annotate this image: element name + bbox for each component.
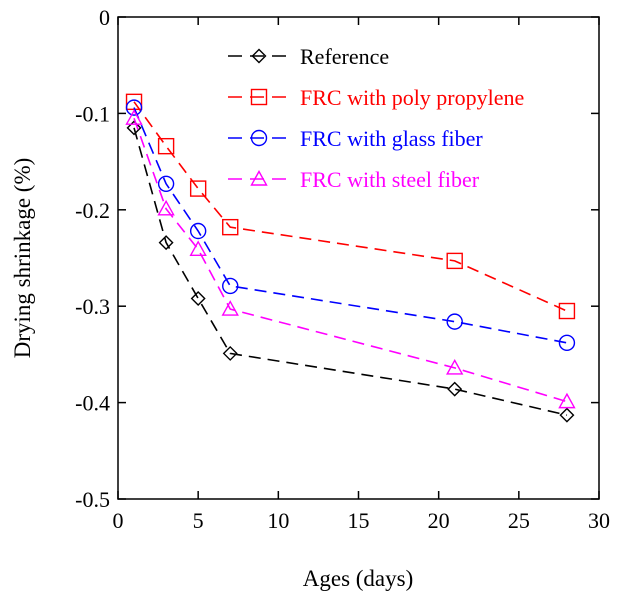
legend-label: FRC with glass fiber xyxy=(300,126,483,151)
y-tick-label: -0.1 xyxy=(75,101,110,126)
x-tick-label: 25 xyxy=(508,508,530,533)
legend-entry: FRC with poly propylene xyxy=(228,85,524,110)
legend-marker xyxy=(250,88,268,106)
data-point xyxy=(446,313,463,330)
series-line xyxy=(133,117,568,403)
legend-marker xyxy=(251,48,267,64)
series-0 xyxy=(126,120,575,423)
data-point xyxy=(158,235,174,251)
data-point xyxy=(190,290,206,306)
data-point xyxy=(189,180,207,197)
y-tick-label: 0 xyxy=(99,5,110,30)
data-point xyxy=(125,109,143,125)
legend-marker xyxy=(250,170,268,186)
y-tick-label: -0.4 xyxy=(75,391,110,416)
x-tick-label: 10 xyxy=(267,508,289,533)
legend-entry: Reference xyxy=(228,44,389,69)
data-point xyxy=(157,175,175,192)
x-tick-label: 0 xyxy=(113,508,124,533)
data-point xyxy=(558,392,576,409)
data-point xyxy=(559,407,575,423)
data-point xyxy=(222,218,239,236)
data-point xyxy=(558,302,576,320)
y-tick-label: -0.2 xyxy=(75,198,110,223)
y-tick-label: -0.3 xyxy=(75,294,110,319)
series-2 xyxy=(125,99,576,352)
series-line xyxy=(133,127,568,416)
data-point xyxy=(189,222,207,240)
data-point xyxy=(157,137,175,155)
data-point xyxy=(558,334,576,352)
data-point xyxy=(446,252,463,270)
series-3 xyxy=(125,109,576,409)
y-tick-label: -0.5 xyxy=(75,487,110,512)
data-point xyxy=(222,345,238,361)
legend: Reference FRC with poly propylene FRC with… xyxy=(228,44,524,192)
x-tick-label: 30 xyxy=(588,508,610,533)
data-point xyxy=(222,277,239,295)
legend-entry: FRC with glass fiber xyxy=(228,126,483,151)
data-point xyxy=(125,99,143,116)
data-point xyxy=(221,300,239,316)
x-axis-title: Ages (days) xyxy=(303,566,414,591)
data-point xyxy=(446,358,464,375)
data-point xyxy=(189,240,207,257)
series-line xyxy=(133,107,568,344)
axis-ticks: 0 5 10 15 20 25 30 0 -0.1 -0.2 -0.3 -0.4 -0.5 xyxy=(75,5,610,533)
x-tick-label: 20 xyxy=(428,508,450,533)
legend-entry: FRC with steel fiber xyxy=(228,167,480,192)
legend-label: Reference xyxy=(300,44,389,69)
series-layer xyxy=(125,93,576,423)
data-point xyxy=(126,120,142,136)
data-point xyxy=(157,199,175,216)
legend-label: FRC with poly propylene xyxy=(300,85,524,110)
x-tick-label: 5 xyxy=(193,508,204,533)
y-axis-title: Drying shrinkage (%) xyxy=(10,158,35,359)
x-tick-label: 15 xyxy=(348,508,370,533)
data-point xyxy=(447,381,463,397)
legend-marker xyxy=(250,129,268,147)
legend-label: FRC with steel fiber xyxy=(300,167,480,192)
